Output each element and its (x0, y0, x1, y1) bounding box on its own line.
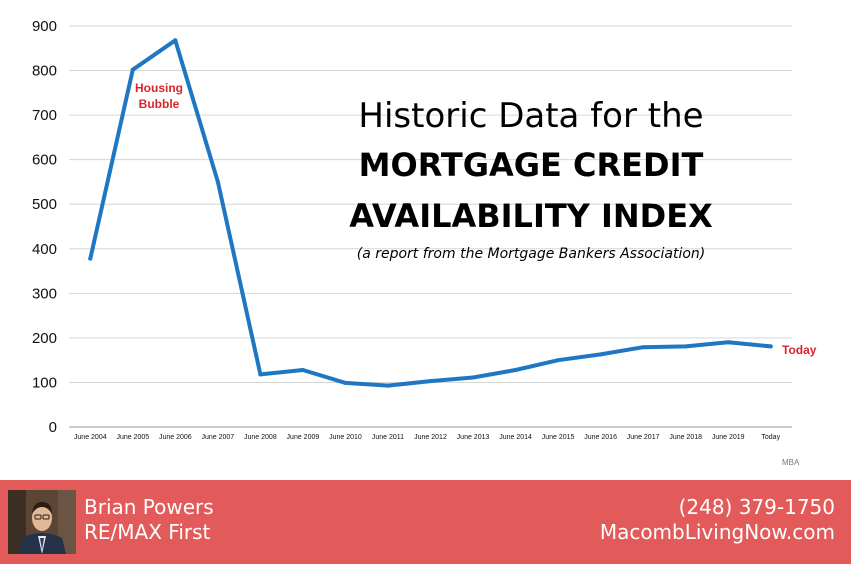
data-point (130, 67, 135, 72)
x-tick-label: June 2009 (287, 434, 320, 441)
data-point (258, 372, 263, 377)
y-tick-label: 600 (32, 152, 57, 169)
x-tick-label: Today (761, 434, 780, 441)
data-point (471, 375, 476, 380)
agent-website[interactable]: MacombLivingNow.com (599, 520, 835, 544)
data-point (513, 367, 518, 372)
y-tick-label: 900 (32, 18, 57, 35)
x-tick-label: June 2012 (414, 434, 447, 441)
x-tick-label: June 2018 (669, 434, 702, 441)
data-point (641, 345, 646, 350)
x-tick-label: June 2013 (457, 434, 490, 441)
x-tick-label: June 2011 (372, 434, 404, 441)
y-tick-label: 300 (32, 285, 57, 302)
y-tick-label: 700 (32, 107, 57, 124)
x-tick-label: June 2006 (159, 434, 192, 441)
data-point (683, 344, 688, 349)
x-tick-label: June 2010 (329, 434, 362, 441)
x-tick-label: June 2019 (712, 434, 745, 441)
chart-title-line-2: MORTGAGE CREDIT (359, 146, 704, 184)
x-tick-label: June 2016 (584, 434, 617, 441)
data-point (300, 367, 305, 372)
x-tick-label: June 2017 (627, 434, 660, 441)
agent-footer: Brian Powers RE/MAX First (248) 379-1750… (0, 480, 851, 564)
y-tick-label: 100 (32, 374, 57, 391)
chart-title-line-3: AVAILABILITY INDEX (349, 197, 713, 235)
data-point (215, 179, 220, 184)
y-axis-ticks: 0 100 200 300 400 500 600 700 800 900 (32, 18, 57, 436)
data-point (768, 344, 773, 349)
agent-photo (8, 490, 76, 554)
x-tick-label: June 2004 (74, 434, 107, 441)
data-point (428, 379, 433, 384)
data-point (385, 383, 390, 388)
agent-phone[interactable]: (248) 379-1750 (678, 495, 835, 519)
data-point (556, 358, 561, 363)
agent-photo-image (8, 490, 76, 554)
x-tick-label: June 2015 (542, 434, 575, 441)
y-tick-label: 800 (32, 63, 57, 80)
annotation-today: Today (782, 343, 817, 357)
data-point (343, 380, 348, 385)
x-tick-label: June 2014 (499, 434, 532, 441)
data-point (88, 256, 93, 261)
y-tick-label: 500 (32, 196, 57, 213)
annotation-housing: Housing (135, 81, 183, 95)
x-tick-label: June 2008 (244, 434, 277, 441)
x-axis-ticks: June 2004 June 2005 June 2006 June 2007 June… (74, 434, 781, 441)
x-tick-label: June 2005 (116, 434, 149, 441)
y-tick-label: 0 (49, 419, 57, 436)
y-tick-label: 400 (32, 241, 57, 258)
x-tick-label: June 2007 (202, 434, 235, 441)
chart-subtitle: (a report from the Mortgage Bankers Asso… (357, 246, 706, 262)
agent-name: Brian Powers (84, 495, 214, 519)
data-point (173, 38, 178, 43)
source-label: MBA (782, 458, 800, 467)
agent-company: RE/MAX First (84, 520, 211, 544)
chart-title-line-1: Historic Data for the (358, 96, 703, 136)
series-group (88, 38, 773, 388)
data-point (726, 340, 731, 345)
gridlines (69, 25, 792, 428)
y-tick-label: 200 (32, 330, 57, 347)
data-point (598, 352, 603, 357)
annotation-bubble: Bubble (139, 97, 180, 111)
